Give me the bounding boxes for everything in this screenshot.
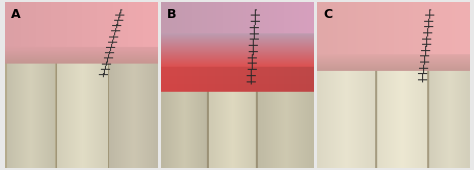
Text: B: B [167,8,177,21]
Text: A: A [11,8,20,21]
Text: C: C [323,8,332,21]
